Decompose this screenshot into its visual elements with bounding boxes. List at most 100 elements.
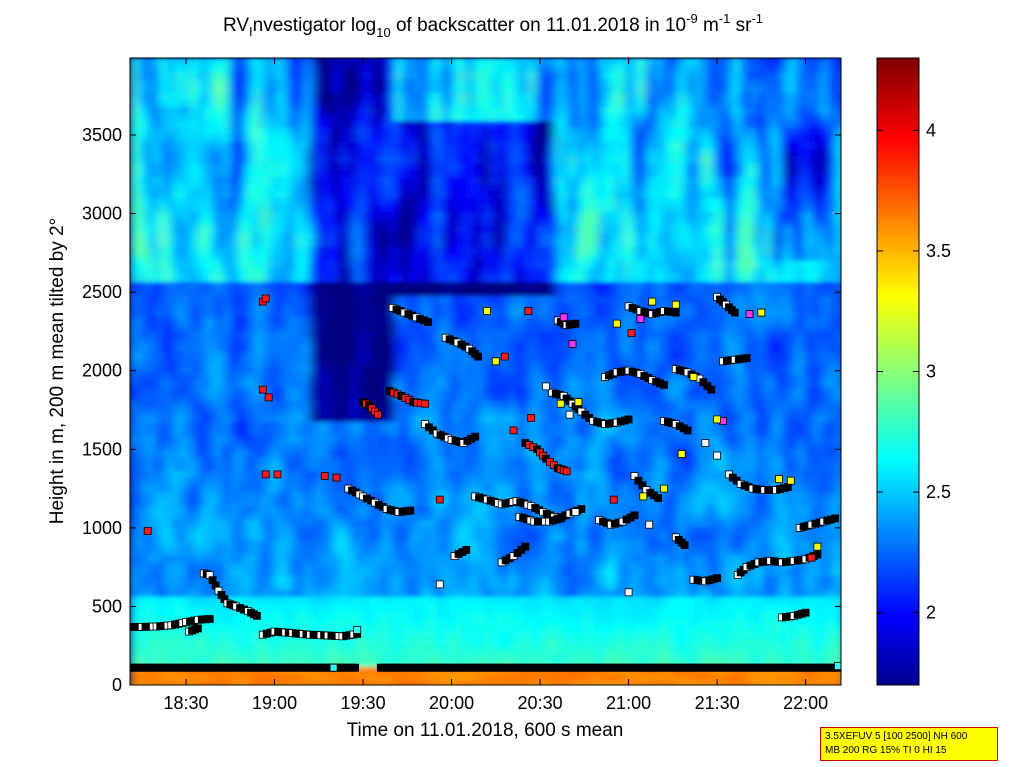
heatmap-cell: [165, 247, 171, 255]
heatmap-cell: [255, 583, 261, 591]
heatmap-cell: [265, 562, 271, 570]
heatmap-cell: [160, 457, 166, 465]
heatmap-cell: [275, 611, 281, 619]
heatmap-cell: [210, 401, 216, 409]
heatmap-cell: [145, 415, 151, 423]
heatmap-cell: [300, 492, 306, 500]
heatmap-cell: [260, 240, 266, 248]
heatmap-cell: [300, 142, 306, 150]
heatmap-cell: [305, 464, 311, 472]
heatmap-cell: [150, 492, 156, 500]
heatmap-cell: [300, 485, 306, 493]
heatmap-cell: [245, 72, 251, 80]
heatmap-cell: [285, 282, 291, 290]
heatmap-cell: [305, 625, 311, 633]
heatmap-cell: [295, 569, 301, 577]
heatmap-cell: [230, 268, 236, 276]
heatmap-cell: [155, 254, 161, 262]
heatmap-cell: [285, 506, 291, 514]
heatmap-cell: [295, 142, 301, 150]
heatmap-cell: [175, 359, 181, 367]
heatmap-cell: [150, 366, 156, 374]
heatmap-cell: [205, 429, 211, 437]
heatmap-cell: [275, 142, 281, 150]
heatmap-cell: [160, 422, 166, 430]
heatmap-cell: [145, 198, 151, 206]
heatmap-cell: [210, 408, 216, 416]
heatmap-cell: [220, 254, 226, 262]
heatmap-cell: [245, 597, 251, 605]
heatmap-cell: [160, 681, 166, 685]
heatmap-cell: [230, 450, 236, 458]
heatmap-cell: [245, 408, 251, 416]
heatmap-cell: [220, 457, 226, 465]
heatmap-cell: [205, 331, 211, 339]
heatmap-cell: [285, 408, 291, 416]
heatmap-cell: [230, 324, 236, 332]
heatmap-cell: [165, 436, 171, 444]
heatmap-cell: [140, 485, 146, 493]
heatmap-cell: [160, 58, 166, 66]
heatmap-cell: [190, 275, 196, 283]
heatmap-cell: [220, 618, 226, 626]
heatmap-cell: [215, 506, 221, 514]
heatmap-cell: [290, 492, 296, 500]
heatmap-cell: [270, 317, 276, 325]
heatmap-cell: [265, 415, 271, 423]
heatmap-cell: [195, 548, 201, 556]
heatmap-cell: [265, 366, 271, 374]
heatmap-cell: [145, 233, 151, 241]
heatmap-cell: [160, 520, 166, 528]
heatmap-cell: [175, 142, 181, 150]
heatmap-cell: [250, 569, 256, 577]
heatmap-cell: [255, 653, 261, 661]
heatmap-cell: [215, 268, 221, 276]
heatmap-cell: [140, 548, 146, 556]
heatmap-cell: [145, 58, 151, 66]
heatmap-cell: [170, 513, 176, 521]
heatmap-cell: [250, 79, 256, 87]
heatmap-cell: [130, 562, 136, 570]
heatmap-cell: [130, 212, 136, 220]
heatmap-cell: [255, 156, 261, 164]
heatmap-cell: [250, 562, 256, 570]
heatmap-cell: [200, 639, 206, 647]
heatmap-cell: [150, 254, 156, 262]
heatmap-cell: [270, 534, 276, 542]
heatmap-cell: [255, 415, 261, 423]
heatmap-cell: [270, 303, 276, 311]
heatmap-cell: [240, 282, 246, 290]
heatmap-cell: [210, 198, 216, 206]
heatmap-cell: [165, 275, 171, 283]
heatmap-cell: [185, 107, 191, 115]
heatmap-cell: [250, 310, 256, 318]
heatmap-cell: [305, 219, 311, 227]
heatmap-cell: [210, 443, 216, 451]
heatmap-cell: [160, 548, 166, 556]
heatmap-cell: [140, 310, 146, 318]
heatmap-cell: [230, 282, 236, 290]
heatmap-cell: [140, 359, 146, 367]
heatmap-cell: [190, 457, 196, 465]
heatmap-cell: [230, 121, 236, 129]
heatmap-cell: [280, 163, 286, 171]
heatmap-cell: [265, 422, 271, 430]
heatmap-cell: [180, 569, 186, 577]
heatmap-cell: [205, 226, 211, 234]
heatmap-cell: [140, 338, 146, 346]
heatmap-cell: [175, 464, 181, 472]
heatmap-cell: [200, 429, 206, 437]
heatmap-cell: [265, 674, 271, 682]
heatmap-cell: [240, 177, 246, 185]
heatmap-cell: [180, 422, 186, 430]
heatmap-cell: [160, 513, 166, 521]
heatmap-cell: [220, 352, 226, 360]
heatmap-cell: [295, 464, 301, 472]
heatmap-cell: [285, 436, 291, 444]
heatmap-cell: [210, 79, 216, 87]
heatmap-cell: [290, 128, 296, 136]
heatmap-cell: [290, 331, 296, 339]
heatmap-cell: [255, 597, 261, 605]
heatmap-cell: [290, 443, 296, 451]
heatmap-cell: [160, 527, 166, 535]
